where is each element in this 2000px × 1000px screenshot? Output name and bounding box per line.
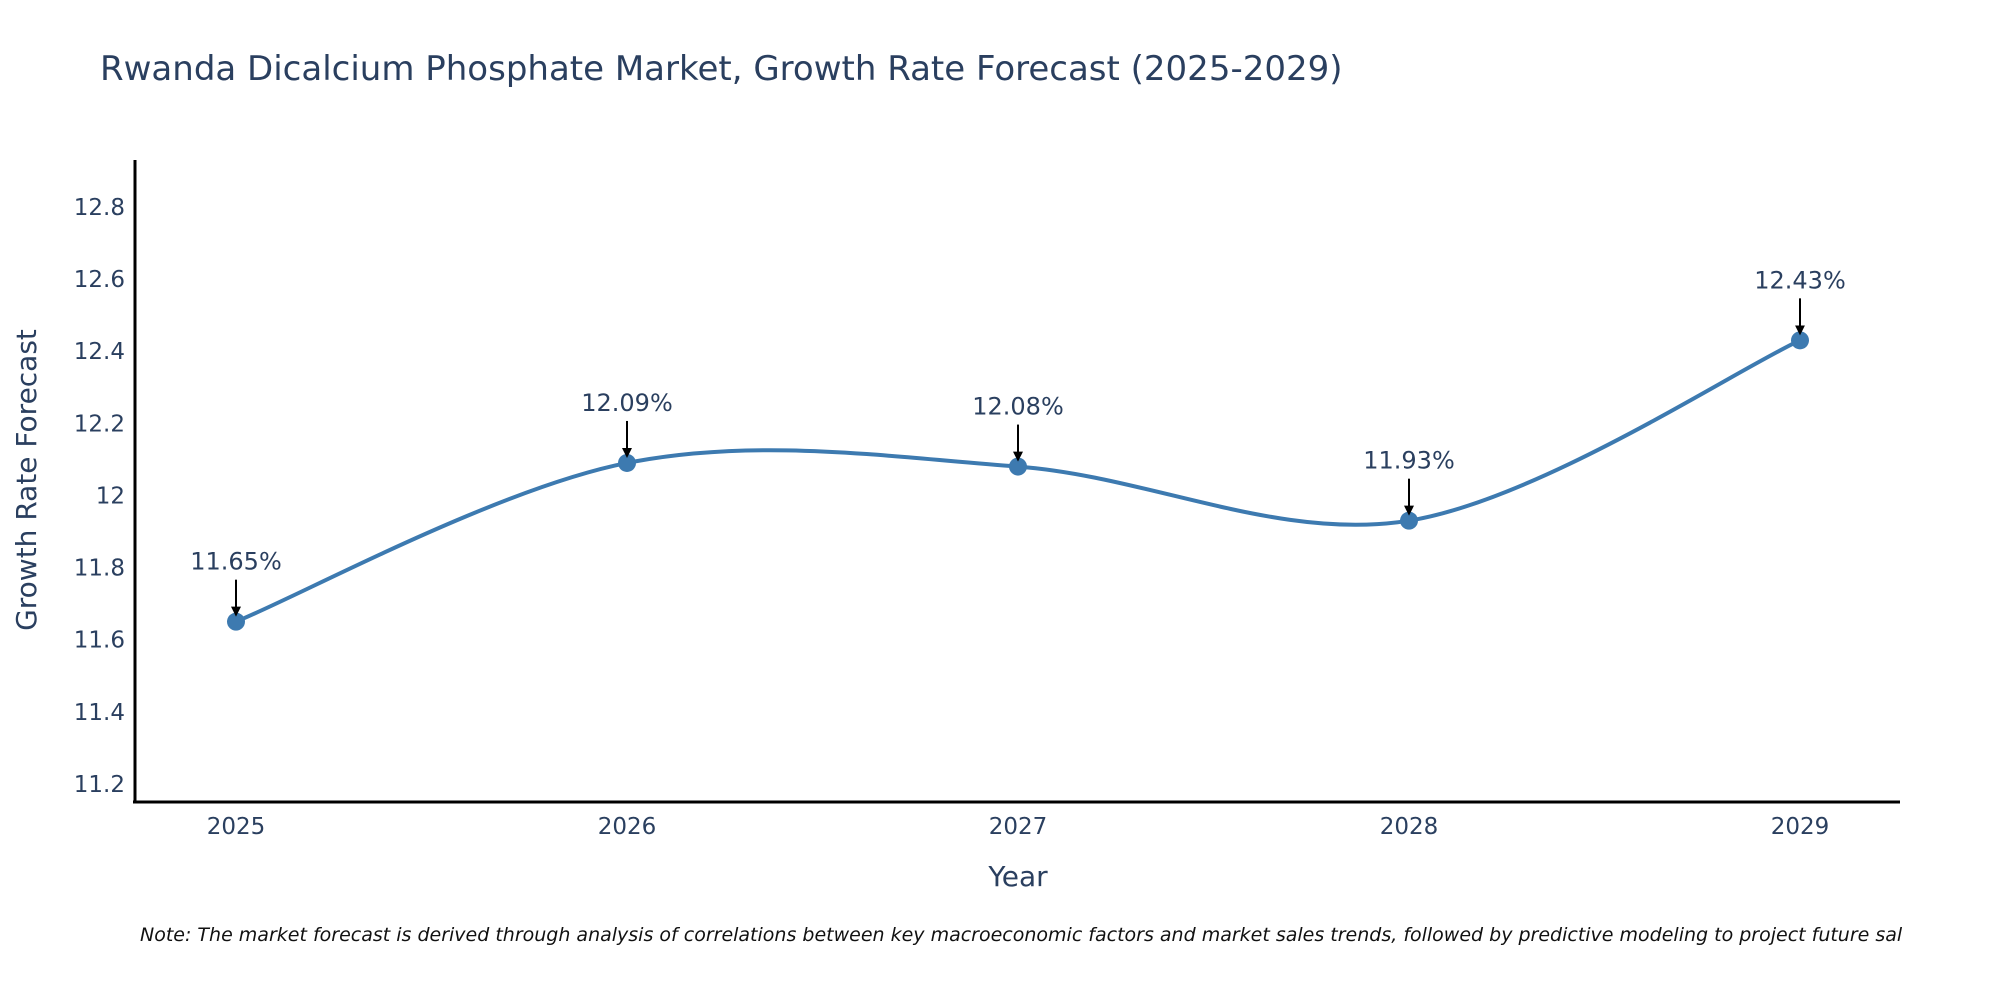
data-label: 11.93% <box>1363 447 1455 475</box>
x-tick-label: 2025 <box>207 814 266 840</box>
y-tick-label: 12 <box>96 483 125 509</box>
y-tick-label: 11.6 <box>74 628 125 654</box>
y-tick-label: 11.2 <box>74 772 125 798</box>
data-point-marker <box>1400 511 1418 530</box>
data-point-marker <box>618 453 636 472</box>
data-point-marker <box>1009 457 1027 476</box>
y-axis-title: Growth Rate Forecast <box>10 329 43 631</box>
chart-title: Rwanda Dicalcium Phosphate Market, Growt… <box>100 49 1343 89</box>
x-tick-label: 2028 <box>1380 814 1439 840</box>
x-axis-ticks: 2025 2026 2027 2028 2029 <box>207 814 1830 840</box>
data-label: 11.65% <box>190 548 282 576</box>
y-tick-label: 12.4 <box>74 339 125 365</box>
footnote: Note: The market forecast is derived thr… <box>140 924 1903 946</box>
x-tick-label: 2029 <box>1771 814 1830 840</box>
y-axis-ticks: 11.2 11.4 11.6 11.8 12 12.2 12.4 12.6 12.8 <box>74 195 125 798</box>
data-label: 12.09% <box>581 389 673 417</box>
data-point-marker <box>227 612 245 631</box>
data-markers <box>227 331 1809 631</box>
y-tick-label: 12.8 <box>74 195 125 221</box>
data-label: 12.08% <box>972 393 1064 421</box>
x-axis-title: Year <box>987 860 1048 893</box>
y-tick-label: 12.2 <box>74 411 125 437</box>
y-tick-label: 12.6 <box>74 267 125 293</box>
x-tick-label: 2027 <box>989 814 1048 840</box>
x-tick-label: 2026 <box>598 814 657 840</box>
data-label: 12.43% <box>1754 266 1846 294</box>
series-line <box>235 338 1801 624</box>
data-annotations: 11.65% 12.09% 12.08% 11.93% 12.43% <box>190 266 1846 617</box>
y-tick-label: 11.4 <box>74 700 125 726</box>
data-point-marker <box>1791 331 1809 350</box>
y-tick-label: 11.8 <box>74 556 125 582</box>
